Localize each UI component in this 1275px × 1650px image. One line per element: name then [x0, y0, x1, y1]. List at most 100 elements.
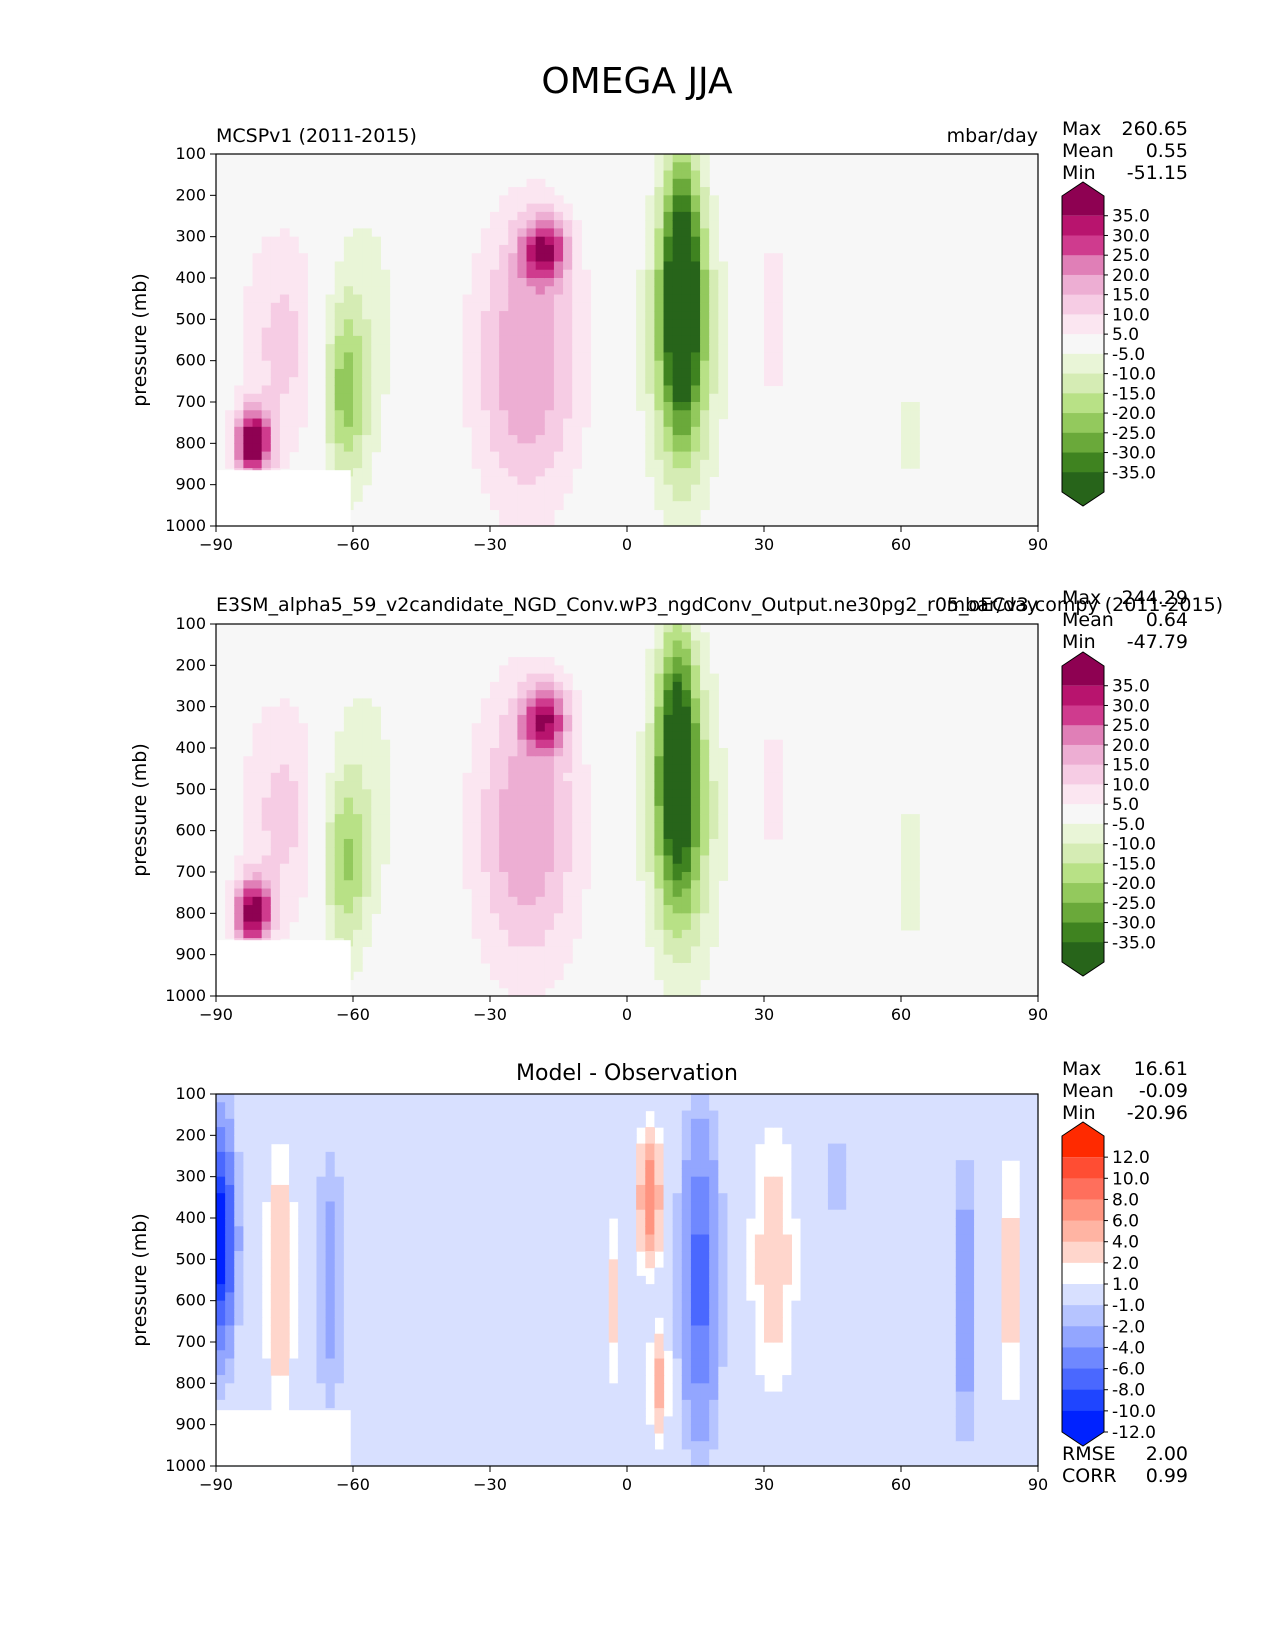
field-cell — [563, 244, 573, 254]
field-cell — [563, 1275, 573, 1285]
field-cell — [353, 484, 363, 494]
field-cell — [572, 1110, 582, 1120]
field-cell — [508, 509, 518, 519]
field-cell — [709, 723, 719, 733]
field-cell — [553, 706, 564, 716]
field-cell — [471, 1151, 482, 1161]
field-cell — [690, 847, 701, 857]
field-cell — [371, 302, 381, 312]
field-cell — [526, 921, 537, 931]
field-cell — [416, 1259, 427, 1269]
field-cell — [279, 335, 290, 345]
field-cell — [453, 1391, 464, 1401]
panel-test-max: 260.65 — [1122, 118, 1188, 140]
field-cell — [371, 1168, 381, 1178]
field-cell — [234, 393, 244, 403]
field-cell — [773, 261, 783, 271]
field-cell — [243, 360, 254, 370]
field-cell — [407, 1127, 418, 1136]
field-cell — [636, 1094, 646, 1103]
field-cell — [544, 244, 555, 254]
field-cell — [590, 1201, 601, 1211]
field-cell — [371, 344, 381, 353]
field-cell — [371, 1375, 381, 1384]
field-cell — [362, 294, 372, 304]
field-cell — [590, 1160, 601, 1169]
field-cell — [279, 1366, 290, 1376]
field-cell — [535, 344, 546, 353]
field-cell — [353, 1375, 363, 1384]
field-cell — [453, 1193, 464, 1203]
field-cell — [270, 335, 281, 345]
field-cell — [617, 1292, 628, 1302]
field-cell — [563, 1366, 573, 1376]
colorbar-label: -5.0 — [1112, 815, 1145, 835]
field-cell — [480, 1399, 491, 1409]
field-cell — [572, 1094, 582, 1103]
field-cell — [535, 1292, 546, 1302]
field-cell — [480, 476, 491, 486]
field-cell — [325, 302, 336, 312]
field-cell — [243, 1118, 254, 1128]
field-cell — [471, 921, 482, 931]
field-cell — [453, 1184, 464, 1194]
field-cell — [471, 1127, 482, 1136]
field-cell — [535, 1251, 546, 1260]
x-tick-label: 30 — [754, 535, 774, 554]
field-cell — [325, 1110, 336, 1120]
field-cell — [654, 665, 665, 675]
field-cell — [901, 402, 911, 411]
field-cell — [590, 1259, 601, 1269]
field-cell — [499, 269, 509, 279]
field-cell — [416, 1408, 427, 1417]
field-cell — [279, 913, 290, 923]
field-cell — [279, 269, 290, 279]
field-cell — [508, 822, 518, 832]
field-cell — [508, 385, 518, 395]
field-cell — [663, 1160, 674, 1169]
field-cell — [261, 929, 272, 939]
field-cell — [563, 426, 573, 436]
field-cell — [681, 178, 692, 188]
field-cell — [672, 731, 683, 741]
field-cell — [499, 946, 509, 956]
field-cell — [700, 632, 710, 642]
field-cell — [617, 1391, 628, 1401]
field-cell — [480, 1300, 491, 1310]
field-cell — [636, 344, 646, 353]
field-cell — [700, 880, 710, 890]
field-cell — [362, 1399, 372, 1409]
field-cell — [416, 1300, 427, 1310]
field-cell — [243, 1127, 254, 1136]
field-cell — [307, 1184, 318, 1194]
field-cell — [645, 739, 655, 749]
field-cell — [608, 1143, 619, 1153]
field-cell — [462, 1342, 473, 1351]
field-cell — [416, 1457, 427, 1467]
field-cell — [508, 468, 518, 477]
field-cell — [672, 1358, 683, 1368]
field-cell — [690, 509, 701, 519]
field-cell — [243, 756, 254, 766]
field-cell — [307, 1308, 318, 1318]
field-cell — [316, 1292, 327, 1302]
field-cell — [690, 880, 701, 890]
field-cell — [490, 1160, 500, 1169]
field-cell — [617, 1399, 628, 1409]
field-cell — [910, 830, 920, 840]
field-cell — [617, 1259, 628, 1269]
field-cell — [553, 451, 564, 461]
field-cell — [764, 327, 774, 337]
field-cell — [627, 1317, 637, 1327]
field-cell — [581, 418, 592, 428]
field-cell — [544, 665, 555, 675]
field-cell — [252, 1275, 263, 1285]
field-cell — [243, 1226, 254, 1236]
field-cell — [325, 1292, 336, 1302]
field-cell — [490, 1259, 500, 1269]
field-cell — [471, 731, 482, 741]
field-cell — [353, 938, 363, 947]
field-cell — [590, 1292, 601, 1302]
field-cell — [526, 863, 537, 873]
field-cell — [681, 748, 692, 757]
